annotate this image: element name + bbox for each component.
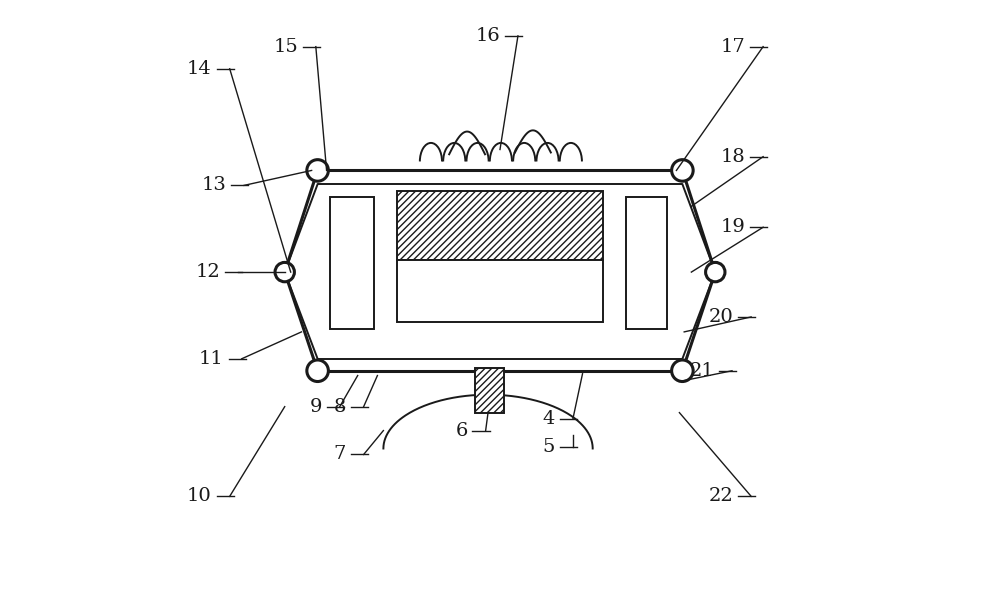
Text: 12: 12 (195, 263, 220, 281)
Circle shape (307, 160, 328, 181)
Text: 21: 21 (689, 362, 714, 380)
Bar (626, 197, 667, 329)
Bar (397, 191, 603, 260)
Text: 8: 8 (333, 398, 346, 416)
Text: 13: 13 (201, 176, 226, 194)
Text: 10: 10 (187, 487, 212, 505)
Text: 7: 7 (333, 446, 346, 463)
Bar (330, 197, 374, 329)
Text: 19: 19 (720, 218, 745, 236)
Text: 14: 14 (187, 60, 212, 78)
Text: 5: 5 (543, 438, 555, 456)
Text: 11: 11 (199, 350, 224, 368)
Circle shape (672, 160, 693, 181)
Text: 22: 22 (708, 487, 733, 505)
Text: 17: 17 (720, 38, 745, 56)
Text: 20: 20 (708, 308, 733, 326)
Circle shape (672, 360, 693, 382)
Circle shape (307, 360, 328, 382)
Text: 6: 6 (455, 422, 468, 440)
Text: 4: 4 (543, 410, 555, 428)
Bar (397, 260, 603, 322)
Circle shape (706, 263, 725, 282)
Text: 18: 18 (720, 148, 745, 166)
Text: 15: 15 (273, 38, 298, 56)
Text: 16: 16 (475, 27, 500, 45)
Text: 9: 9 (309, 398, 322, 416)
Bar (475, 368, 504, 413)
Circle shape (275, 263, 294, 282)
